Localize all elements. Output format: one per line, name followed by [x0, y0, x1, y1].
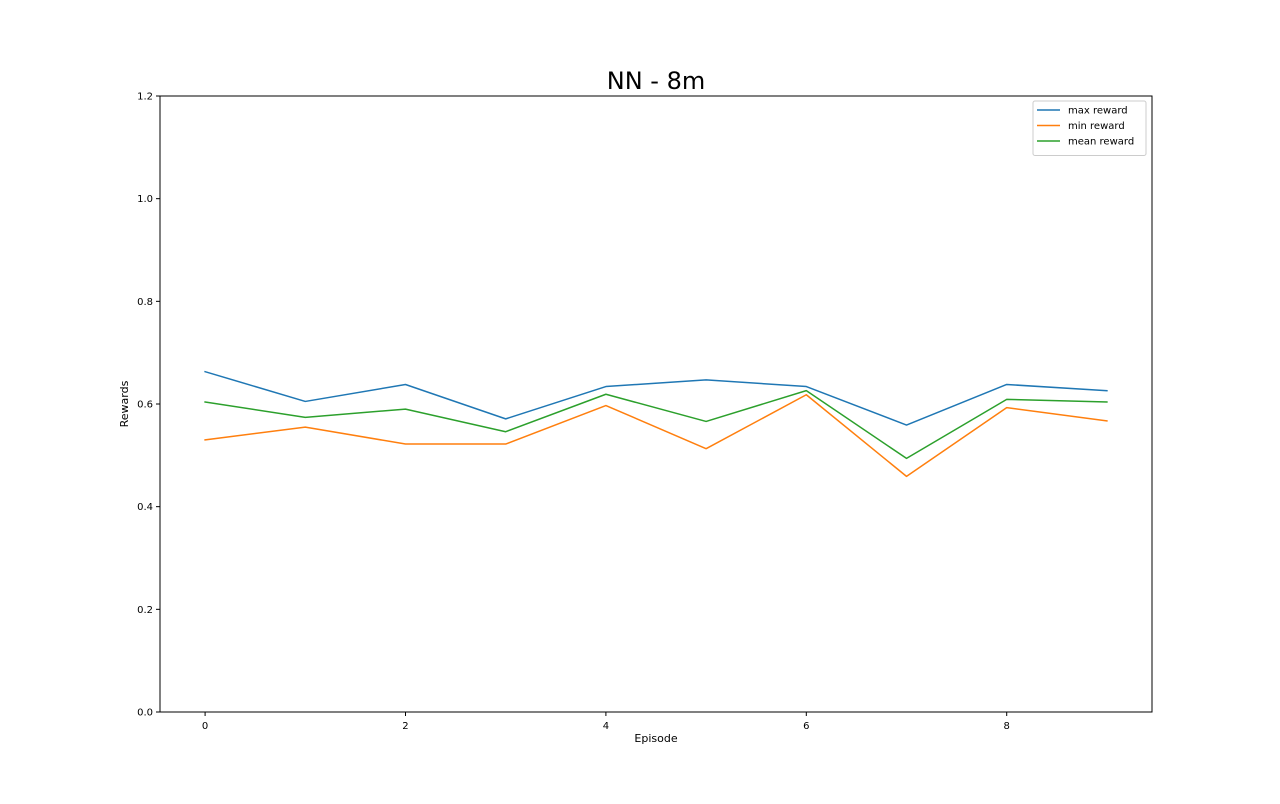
series-line-max-reward: [204, 370, 1108, 426]
y-tick-label: 0.2: [137, 605, 153, 616]
y-axis-ticks: 0.0 0.2 0.4 0.6 0.8 1.0 1.2: [137, 92, 160, 719]
x-tick-label: 8: [1004, 721, 1010, 732]
x-tick-label: 0: [202, 721, 208, 732]
series-line-mean-reward: [204, 389, 1108, 460]
legend-label-min-reward: min reward: [1068, 121, 1125, 132]
y-tick-label: 0.4: [137, 502, 153, 513]
x-axis-ticks: 0 2 4 6 8: [202, 712, 1010, 732]
y-tick-label: 1.2: [137, 92, 153, 103]
x-tick-label: 4: [603, 721, 609, 732]
y-tick-label: 0.8: [137, 297, 153, 308]
y-tick-label: 0.0: [137, 708, 153, 719]
y-axis-label: Rewards: [118, 380, 131, 427]
series-lines: [204, 370, 1108, 478]
legend-label-mean-reward: mean reward: [1068, 137, 1134, 148]
chart-title: NN - 8m: [607, 67, 705, 95]
x-tick-label: 2: [402, 721, 408, 732]
x-axis-label: Episode: [634, 732, 677, 745]
legend-label-max-reward: max reward: [1068, 106, 1128, 117]
legend: max reward min reward mean reward: [1032, 100, 1147, 156]
x-tick-label: 6: [803, 721, 809, 732]
series-line-min-reward: [204, 394, 1108, 478]
y-tick-label: 0.6: [137, 400, 153, 411]
plot-area: 0 2 4 6 8 0.0 0.2 0.4 0.6 0.8 1.0 1.2 max reward min …: [137, 92, 1153, 732]
legend-box: [1032, 100, 1147, 156]
y-tick-label: 1.0: [137, 194, 153, 205]
